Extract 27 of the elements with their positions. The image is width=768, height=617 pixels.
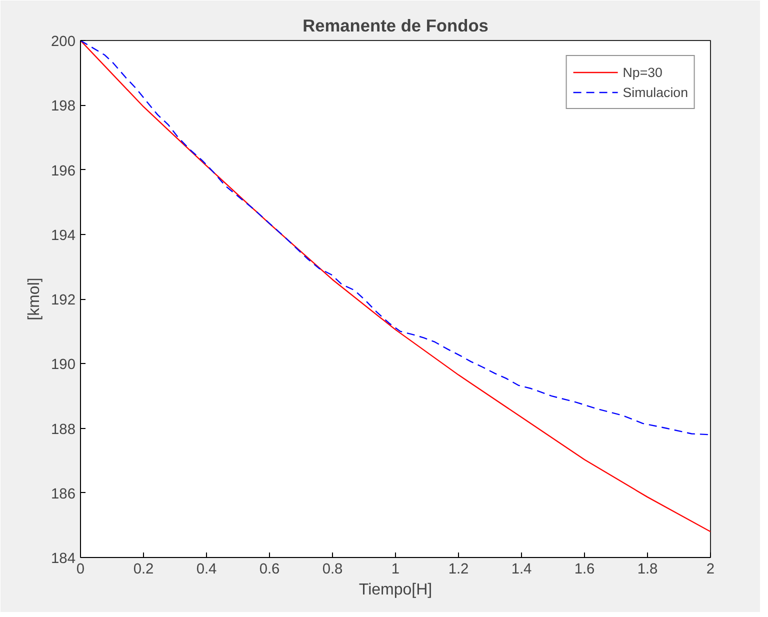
x-axis-title: Tiempo[H] [358,582,432,598]
x-tick-label: 1.4 [511,562,532,578]
x-tick-label: 1.8 [637,562,658,578]
y-tick-label: 198 [51,98,76,115]
y-tick-label: 192 [51,292,76,308]
x-tick-label: 0 [76,562,85,578]
y-tick-label: 186 [51,486,76,502]
y-tick-label: 188 [51,422,76,438]
y-tick-label: 190 [51,357,76,374]
x-tick-label: 1.6 [574,562,595,578]
x-tick-label: 2 [706,562,715,578]
y-tick-label: 200 [51,34,76,50]
x-tick-label: 0.4 [196,562,217,578]
x-tick-label: 1.2 [448,562,469,578]
x-tick-label: 0.2 [133,562,154,578]
y-tick-label: 184 [51,551,76,567]
legend-label: Simulacion [622,84,688,100]
x-tick-label: 0.6 [259,562,280,578]
legend-label: Np=30 [622,64,662,80]
line-series [80,40,710,436]
x-tick-label: 0.8 [322,562,343,578]
y-axis-title: [kmol] [26,278,44,320]
y-tick-label: 194 [51,228,76,244]
chart-title: Remanente de Fondos [302,16,488,36]
y-tick-label: 196 [51,163,76,180]
line-series [80,40,710,532]
x-tick-label: 1 [391,562,400,578]
